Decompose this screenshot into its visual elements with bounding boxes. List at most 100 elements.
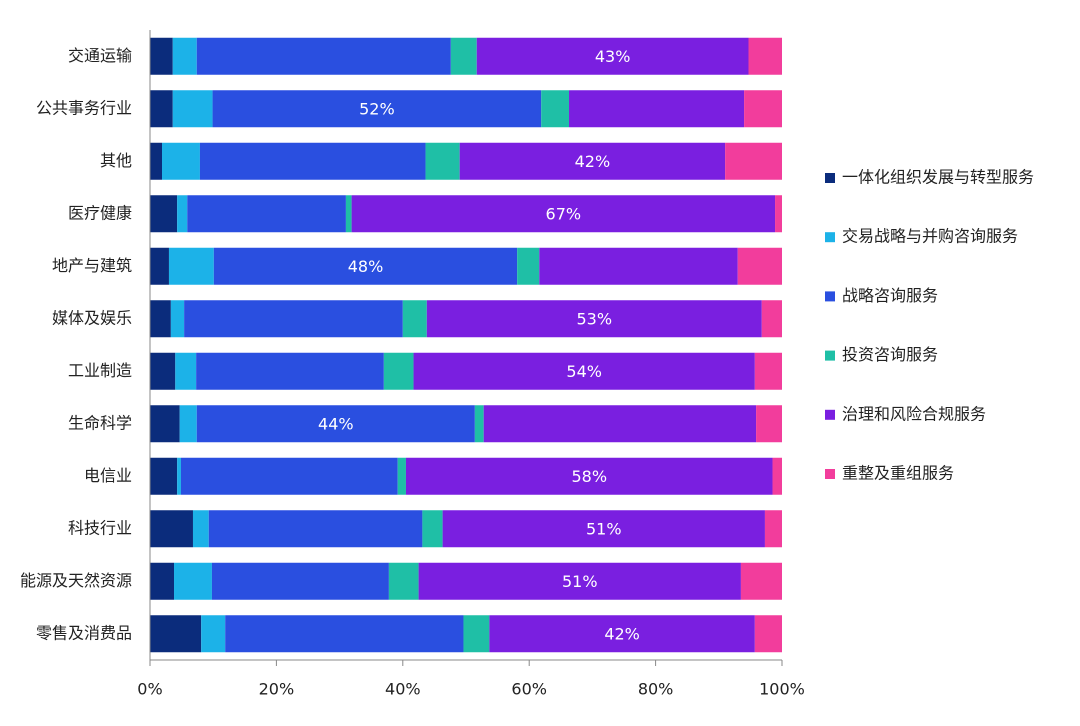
legend-swatch xyxy=(825,173,835,183)
bar-segment xyxy=(413,352,755,390)
x-tick-label: 40% xyxy=(385,680,421,699)
bar-segment xyxy=(740,562,782,600)
bar-segment xyxy=(426,300,762,338)
bar-segment xyxy=(463,615,490,653)
bar-segment xyxy=(201,615,226,653)
bar-segment xyxy=(184,300,403,338)
bar-segment xyxy=(418,562,741,600)
legend-swatch xyxy=(825,409,835,420)
bar-segment xyxy=(442,510,765,548)
y-tick-label: 交通运输 xyxy=(68,46,132,65)
y-tick-label: 医疗健康 xyxy=(68,203,132,222)
value-label: 43% xyxy=(595,47,631,66)
bar-segment xyxy=(483,405,757,443)
y-tick-label: 科技行业 xyxy=(68,518,132,537)
x-tick-label: 0% xyxy=(137,680,162,699)
bar-segment xyxy=(754,615,782,653)
bar-segment xyxy=(213,247,518,285)
bar-segment xyxy=(196,352,384,390)
y-tick-label: 生命科学 xyxy=(68,413,132,432)
bar-segment xyxy=(150,405,180,443)
value-label: 42% xyxy=(575,152,611,171)
bar-segment xyxy=(450,37,477,75)
bar-segment xyxy=(539,247,738,285)
x-tick-label: 20% xyxy=(259,680,295,699)
value-label: 54% xyxy=(566,362,602,381)
bar-segment xyxy=(208,510,423,548)
y-tick-label: 电信业 xyxy=(84,466,132,485)
legend-swatch xyxy=(825,350,835,361)
value-label: 67% xyxy=(546,204,582,223)
bar-segment xyxy=(517,247,540,285)
bar-segment xyxy=(150,195,178,233)
bar-segment xyxy=(179,405,197,443)
bar-segment xyxy=(174,562,212,600)
bar-segment xyxy=(196,37,451,75)
value-label: 51% xyxy=(586,519,622,538)
legend-swatch xyxy=(825,469,835,479)
bar-segment xyxy=(345,195,352,233)
bar-segment xyxy=(474,405,484,443)
bar-segment xyxy=(388,562,419,600)
bar-segment xyxy=(150,352,176,390)
value-label: 58% xyxy=(571,467,607,486)
legend-label: 重整及重组服务 xyxy=(842,464,954,483)
bar-segment xyxy=(187,195,346,233)
bar-segment xyxy=(196,405,475,443)
bar-segment xyxy=(422,510,443,548)
bar-segment xyxy=(150,37,173,75)
y-tick-label: 工业制造 xyxy=(68,361,132,380)
bar-segment xyxy=(402,300,427,338)
bar-segment xyxy=(150,247,169,285)
value-label: 44% xyxy=(318,414,354,433)
bar-segment xyxy=(761,300,782,338)
bar-segment xyxy=(764,510,782,548)
bar-segment xyxy=(489,615,755,653)
y-tick-label: 地产与建筑 xyxy=(52,256,132,275)
legend-swatch xyxy=(825,232,835,243)
bar-segment xyxy=(569,90,745,128)
bar-segment xyxy=(172,90,213,128)
legend-label: 投资咨询服务 xyxy=(842,345,938,364)
legend-label: 一体化组织发展与转型服务 xyxy=(842,168,1034,187)
bar-segment xyxy=(175,352,197,390)
bar-segment xyxy=(199,142,426,180)
bar-segment xyxy=(459,142,726,180)
bar-segment xyxy=(192,510,209,548)
bar-segment xyxy=(541,90,570,128)
legend-label: 治理和风险合规服务 xyxy=(842,404,986,423)
legend-swatch xyxy=(825,291,835,302)
bar-segment xyxy=(180,457,398,495)
bar-segment xyxy=(772,457,782,495)
bar-segment xyxy=(744,90,782,128)
value-label: 53% xyxy=(577,309,613,328)
bar-segment xyxy=(150,562,175,600)
bar-segment xyxy=(405,457,773,495)
bar-segment xyxy=(748,37,782,75)
bar-segment xyxy=(177,195,188,233)
bar-segment xyxy=(754,352,782,390)
bar-segment xyxy=(150,300,171,338)
legend-label: 战略咨询服务 xyxy=(842,286,938,305)
bar-segment xyxy=(425,142,460,180)
bar-segment xyxy=(351,195,776,233)
y-tick-label: 媒体及娱乐 xyxy=(52,308,132,327)
legend-label: 交易战略与并购咨询服务 xyxy=(842,227,1018,246)
bar-segment xyxy=(150,615,202,653)
x-tick-label: 60% xyxy=(511,680,547,699)
value-label: 48% xyxy=(348,257,384,276)
bar-segment xyxy=(397,457,406,495)
bar-segment xyxy=(225,615,464,653)
y-tick-label: 零售及消费品 xyxy=(36,623,132,642)
bar-segment xyxy=(725,142,782,180)
bar-segment xyxy=(150,457,178,495)
value-label: 42% xyxy=(604,624,640,643)
bar-segment xyxy=(150,142,163,180)
value-label: 52% xyxy=(359,99,395,118)
bar-segment xyxy=(150,510,193,548)
y-tick-label: 其他 xyxy=(100,151,132,170)
bar-segment xyxy=(212,90,542,128)
bar-segment xyxy=(177,457,181,495)
